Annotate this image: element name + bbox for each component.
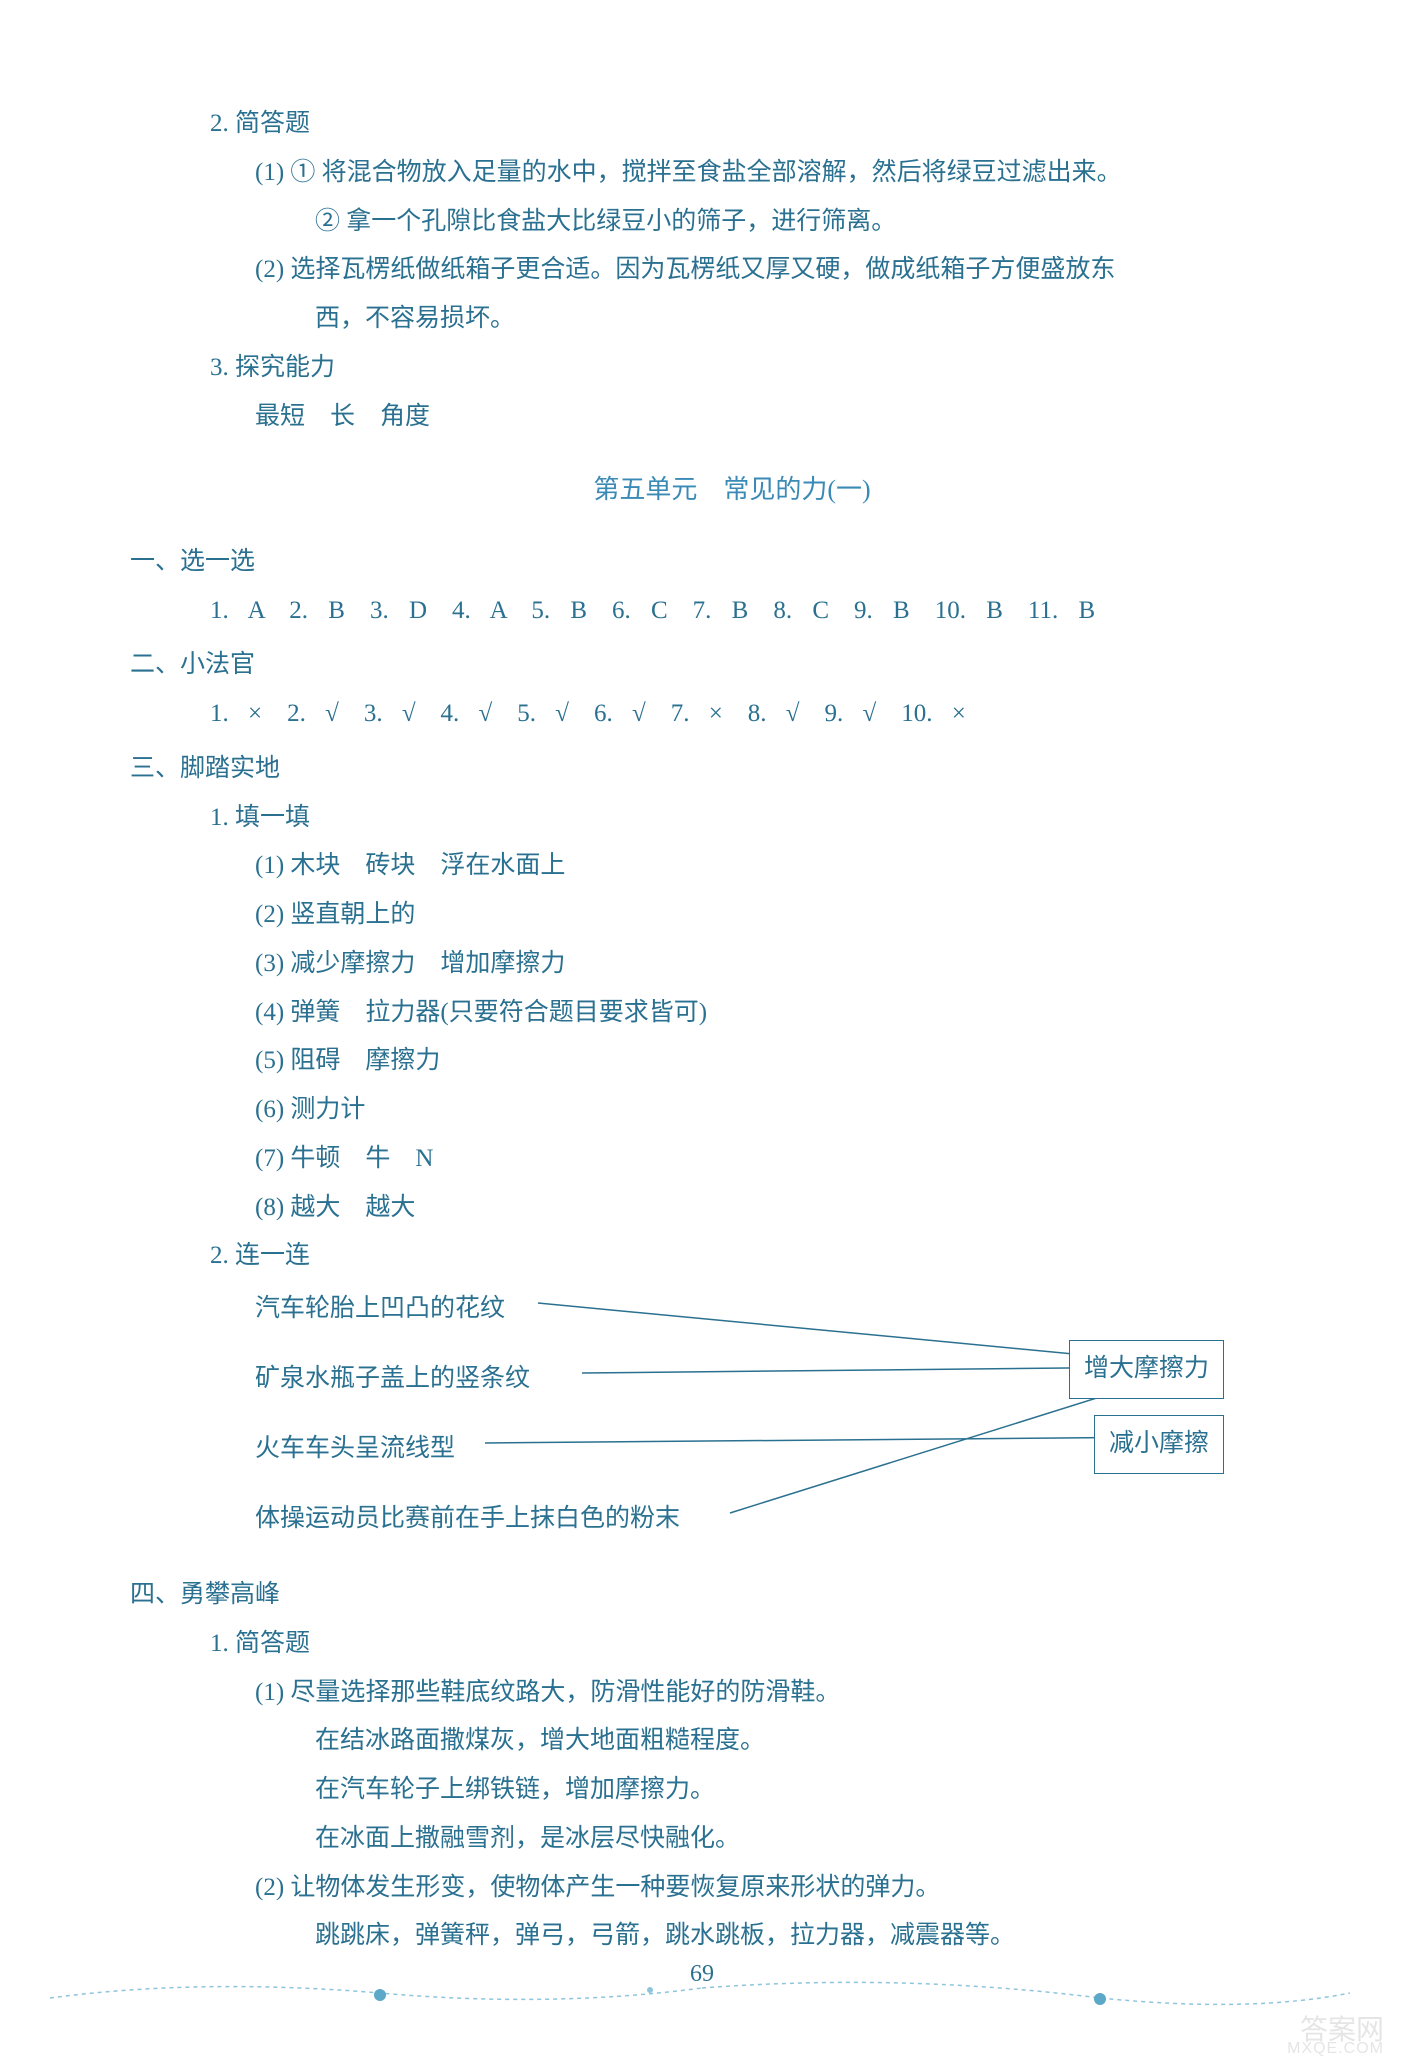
top-sub2-line2: 西，不容易损坏。 [160, 295, 1304, 344]
unit-title: 第五单元 常见的力(一) [160, 465, 1304, 516]
s4-sub1-line2: 在汽车轮子上绑铁链，增加摩擦力。 [160, 1766, 1304, 1815]
section4-header: 四、勇攀高峰 [130, 1571, 1304, 1620]
fill-4: (4) 弹簧 拉力器(只要符合题目要求皆可) [160, 989, 1304, 1038]
match-line-3 [485, 1437, 1168, 1443]
fill-8: (8) 越大 越大 [160, 1184, 1304, 1233]
fill-1: (1) 木块 砖块 浮在水面上 [160, 842, 1304, 891]
match-left-4: 体操运动员比赛前在手上抹白色的粉末 [255, 1495, 680, 1544]
s4-sub1-line3: 在冰面上撒融雪剂，是冰层尽快融化。 [160, 1815, 1304, 1864]
fill-5: (5) 阻碍 摩擦力 [160, 1037, 1304, 1086]
section1-answers: 1. A 2. B 3. D 4. A 5. B 6. C 7. B 8. C … [160, 587, 1304, 636]
fill-7: (7) 牛顿 牛 N [160, 1135, 1304, 1184]
section3-header: 三、脚踏实地 [130, 745, 1304, 794]
s4-sub2-label: (2) 让物体发生形变，使物体产生一种要恢复原来形状的弹力。 [160, 1864, 1304, 1913]
fill-3: (3) 减少摩擦力 增加摩擦力 [160, 940, 1304, 989]
match-left-2: 矿泉水瓶子盖上的竖条纹 [255, 1355, 530, 1404]
section3-item2-label: 2. 连一连 [160, 1232, 1304, 1281]
section4-item1-label: 1. 简答题 [160, 1620, 1304, 1669]
match-right-2: 减小摩擦 [1094, 1415, 1224, 1474]
top-sub2-line1: (2) 选择瓦楞纸做纸箱子更合适。因为瓦楞纸又厚又硬，做成纸箱子方便盛放东 [160, 246, 1304, 295]
match-left-3: 火车车头呈流线型 [255, 1425, 455, 1474]
fill-2: (2) 竖直朝上的 [160, 891, 1304, 940]
s4-sub2-line: 跳跳床，弹簧秤，弹弓，弓箭，跳水跳板，拉力器，减震器等。 [160, 1912, 1304, 1961]
top-sub1-line2: ② 拿一个孔隙比食盐大比绿豆小的筛子，进行筛离。 [160, 198, 1304, 247]
matching-diagram: 汽车轮胎上凹凸的花纹 矿泉水瓶子盖上的竖条纹 火车车头呈流线型 体操运动员比赛前… [160, 1285, 1304, 1565]
top-sub1-line1: (1) ① 将混合物放入足量的水中，搅拌至食盐全部溶解，然后将绿豆过滤出来。 [160, 149, 1304, 198]
section2-header: 二、小法官 [130, 641, 1304, 690]
section3-item1-label: 1. 填一填 [160, 794, 1304, 843]
s4-sub1-line1: 在结冰路面撒煤灰，增大地面粗糙程度。 [160, 1717, 1304, 1766]
top-item-3-label: 3. 探究能力 [160, 344, 1304, 393]
match-left-1: 汽车轮胎上凹凸的花纹 [255, 1285, 505, 1334]
top-item-3-answer: 最短 长 角度 [160, 393, 1304, 442]
match-right-1: 增大摩擦力 [1069, 1340, 1224, 1399]
section2-answers: 1. × 2. √ 3. √ 4. √ 5. √ 6. √ 7. × 8. √ … [160, 690, 1304, 739]
section1-header: 一、选一选 [130, 538, 1304, 587]
s4-sub1-label: (1) 尽量选择那些鞋底纹路大，防滑性能好的防滑鞋。 [160, 1669, 1304, 1718]
fill-6: (6) 测力计 [160, 1086, 1304, 1135]
bottom-decoration [0, 1963, 1404, 2023]
top-item-2-label: 2. 简答题 [160, 100, 1304, 149]
watermark-small: MXQE.COM [1287, 2040, 1384, 2058]
